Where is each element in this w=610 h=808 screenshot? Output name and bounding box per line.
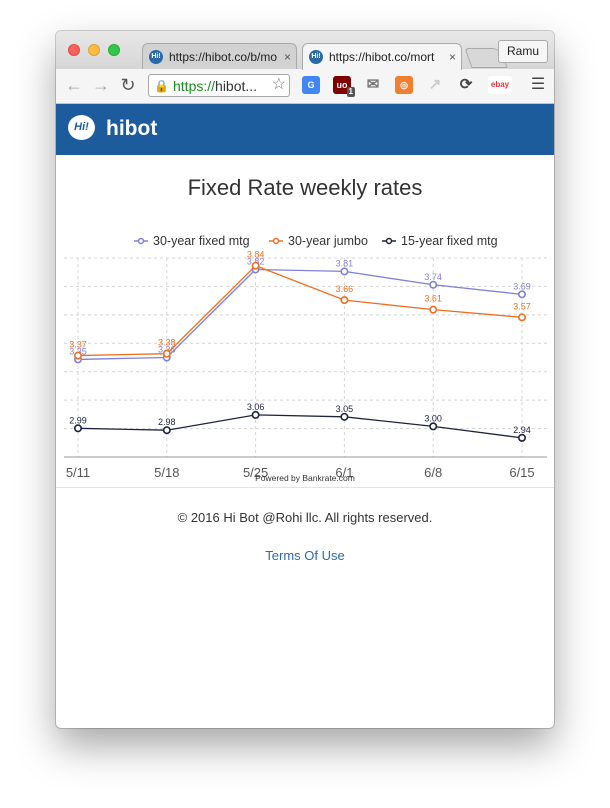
data-point (73, 351, 82, 360)
tab-title: https://hibot.co/mort (329, 50, 435, 64)
ublock-icon[interactable]: uo 1 (333, 76, 355, 97)
x-tick-label: 5/11 (66, 465, 90, 480)
browser-window: Hi! https://hibot.co/b/mo × Hi! https://… (56, 31, 554, 728)
page-title: Fixed Rate weekly rates (187, 175, 423, 200)
copyright-text: © 2016 Hi Bot @Rohi llc. All rights rese… (177, 510, 433, 525)
data-point (251, 261, 260, 270)
data-point (517, 433, 526, 442)
back-arrow-icon[interactable]: ← (65, 75, 83, 95)
cursor-icon[interactable]: ↗ (428, 76, 442, 93)
lifesaver-icon[interactable]: ◎ (395, 76, 413, 94)
data-label: 3.84 (247, 250, 265, 260)
legend-swatch-marker (385, 237, 393, 245)
footer: © 2016 Hi Bot @Rohi llc. All rights rese… (56, 487, 554, 563)
legend-label: 30-year fixed mtg (153, 234, 250, 248)
data-label: 2.99 (69, 415, 87, 425)
data-point (429, 422, 438, 431)
data-point (429, 305, 438, 314)
series-line (77, 268, 523, 361)
tab-close-icon[interactable]: × (283, 50, 291, 64)
google-translate-icon[interactable]: G (302, 76, 320, 94)
legend-label: 15-year fixed mtg (401, 234, 498, 248)
ebay-icon[interactable]: ebay (488, 76, 512, 94)
extension-badge: 1 (346, 87, 355, 97)
data-point (162, 426, 171, 435)
bookmark-star-icon[interactable]: ☆ (271, 76, 286, 93)
data-point (517, 313, 526, 322)
data-label: 3.57 (513, 301, 531, 311)
minimize-window-button[interactable] (88, 44, 100, 56)
data-label: 2.94 (513, 425, 531, 435)
data-point (517, 290, 526, 299)
data-label: 3.82 (247, 256, 265, 266)
data-label: 3.81 (336, 258, 354, 268)
x-tick-label: 5/25 (243, 465, 268, 480)
data-label: 3.35 (69, 346, 87, 356)
profile-button[interactable]: Ramu (497, 40, 548, 63)
data-point (73, 424, 82, 433)
close-window-button[interactable] (68, 44, 80, 56)
x-tick-label: 5/18 (154, 465, 179, 480)
data-point (340, 412, 349, 421)
rates-line-chart: 5/11 5/18 5/25 6/1 6/8 6/15 30-year fixed mtg 3… (64, 234, 547, 483)
terms-of-use-link[interactable]: Terms Of Use (265, 548, 345, 563)
data-label: 3.05 (336, 404, 354, 414)
x-tick-label: 6/1 (335, 465, 353, 480)
lock-icon: 🔒 (154, 79, 169, 93)
x-tick-label: 6/15 (509, 465, 534, 480)
chart-credit: Powered by Bankrate.com (255, 473, 355, 483)
forward-arrow-icon[interactable]: → (92, 75, 110, 95)
legend-swatch-marker (272, 237, 280, 245)
hibot-favicon-icon: Hi! (309, 50, 323, 64)
data-label: 3.38 (158, 338, 176, 348)
data-label: 3.66 (336, 284, 354, 294)
menu-icon[interactable]: ☰ (530, 76, 546, 93)
legend-label: 30-year jumbo (288, 234, 368, 248)
data-label: 3.06 (247, 402, 265, 412)
data-point (251, 410, 260, 419)
brand-name[interactable]: hibot (106, 117, 158, 140)
series-line (77, 414, 523, 439)
data-point (429, 280, 438, 289)
hibot-favicon-icon: Hi! (149, 50, 163, 64)
tab-close-icon[interactable]: × (448, 50, 456, 64)
x-tick-label: 6/8 (424, 465, 442, 480)
mail-icon[interactable]: ✉ (366, 76, 380, 93)
address-url: https://hibot... (173, 78, 258, 94)
data-label: 3.37 (69, 340, 87, 350)
data-point (162, 349, 171, 358)
site-header: Hi! hibot (56, 104, 554, 155)
browser-tab-2[interactable]: Hi! https://hibot.co/mort × (302, 43, 462, 70)
data-label: 3.36 (158, 345, 176, 355)
legend-swatch-marker (137, 237, 145, 245)
browser-tab-1[interactable]: Hi! https://hibot.co/b/mo × (142, 43, 297, 69)
data-label: 3.74 (424, 272, 442, 282)
address-bar[interactable]: 🔒 https://hibot... ☆ (148, 74, 290, 97)
data-label: 3.00 (424, 413, 442, 423)
data-label: 2.98 (158, 417, 176, 427)
data-point (340, 267, 349, 276)
title-bar: Hi! https://hibot.co/b/mo × Hi! https://… (56, 31, 554, 70)
hibot-logo-icon[interactable]: Hi! (68, 115, 95, 140)
series-line (77, 264, 523, 357)
data-point (340, 296, 349, 305)
data-label: 3.69 (513, 281, 531, 291)
zoom-window-button[interactable] (108, 44, 120, 56)
refresh-extension-icon[interactable]: ⟳ (459, 76, 473, 93)
data-label: 3.61 (424, 294, 442, 304)
tab-title: https://hibot.co/b/mo (169, 50, 278, 64)
reload-icon[interactable]: ↻ (120, 75, 136, 95)
